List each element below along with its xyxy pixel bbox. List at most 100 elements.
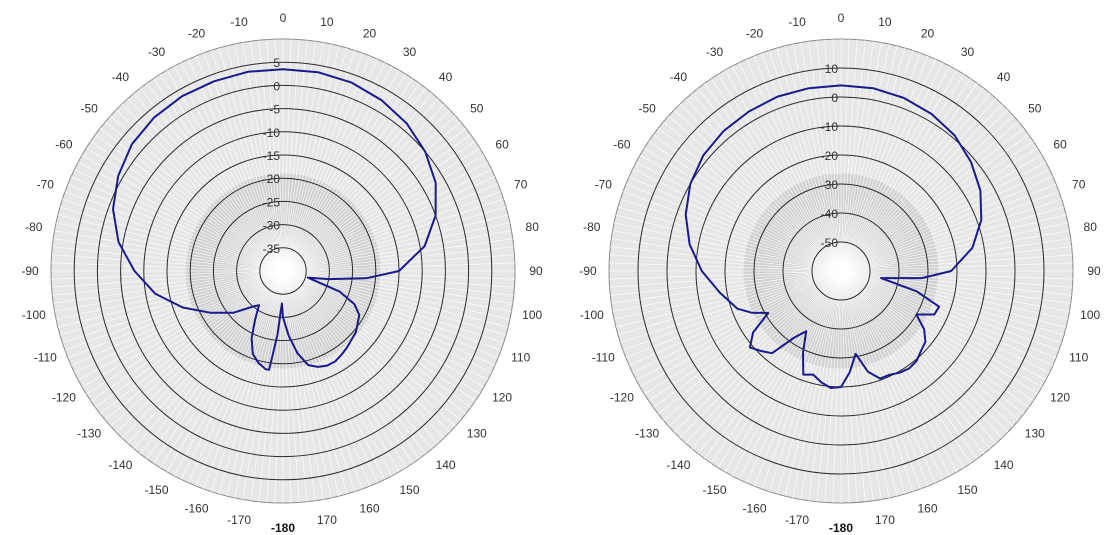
angle-tick-label: 140	[994, 458, 1014, 472]
angle-tick-label: -70	[595, 178, 613, 192]
angle-tick-label: 170	[875, 513, 895, 527]
angle-tick-label: -20	[746, 26, 764, 40]
angle-tick-label: -70	[37, 178, 55, 192]
angle-tick-label: 10	[320, 15, 334, 29]
radial-tick-label: -10	[821, 120, 839, 134]
pattern-curve-right	[684, 84, 983, 389]
ring-gridline	[811, 241, 871, 301]
ring-gridline	[782, 212, 900, 330]
ring-gridline	[189, 177, 377, 365]
angle-tick-label: 120	[1050, 391, 1070, 405]
angle-tick-label: -60	[55, 138, 73, 152]
angle-tick-label: -140	[666, 458, 690, 472]
angle-tick-label: -100	[22, 308, 46, 322]
angle-tick-label: 70	[1072, 178, 1086, 192]
angle-tick-label: -170	[785, 513, 809, 527]
ring-gridline	[143, 131, 423, 411]
ring-gridline	[637, 67, 1045, 475]
radial-tick-label: -20	[821, 149, 839, 163]
angle-tick-label: -150	[144, 483, 168, 497]
ring-gridline	[96, 84, 470, 458]
angle-tick-label: 60	[1053, 138, 1067, 152]
ring-gridline	[120, 108, 446, 434]
angle-tick-label: -130	[635, 427, 659, 441]
angle-tick-label: -170	[227, 513, 251, 527]
angle-tick-label: -110	[34, 351, 57, 365]
angle-tick-label: -150	[702, 483, 726, 497]
angle-tick-label: 100	[1080, 308, 1100, 322]
angle-tick-label: -30	[706, 45, 724, 59]
angle-tick-label: 30	[961, 45, 975, 59]
angle-tick-label: -90	[579, 264, 597, 278]
angle-tick-label: -80	[25, 220, 43, 234]
angle-tick-label: 90	[529, 264, 543, 278]
ring-gridline	[753, 183, 929, 359]
angle-tick-label: -110	[592, 351, 615, 365]
angle-tick-label: -120	[52, 391, 76, 405]
radial-tick-label: 0	[273, 79, 280, 93]
radial-tick-label: 10	[825, 62, 839, 76]
radial-tick-label: -15	[263, 149, 281, 163]
angle-tick-label: 110	[1069, 351, 1088, 365]
polar-chart-right: 100-10-20-30-40-500 102030405060708090100…	[579, 11, 1101, 535]
angle-tick-label: -10	[788, 15, 806, 29]
angle-tick-label: -160	[184, 502, 208, 516]
angle-tick-label: 160	[917, 502, 937, 516]
radial-tick-label: -40	[821, 207, 839, 221]
angle-tick-label: 50	[1028, 101, 1042, 115]
angle-tick-label: 40	[439, 70, 453, 84]
radial-tick-label: 0	[831, 91, 838, 105]
angle-tick-label: -140	[108, 458, 132, 472]
angle-tick-label: -50	[639, 101, 657, 115]
angle-tick-label: -50	[81, 101, 99, 115]
angle-tick-label: 170	[317, 513, 337, 527]
angle-tick-label: 80	[526, 220, 540, 234]
angle-tick-label: -30	[148, 45, 166, 59]
angle-tick-label: 40	[997, 70, 1011, 84]
angle-tick-label: 90	[1087, 264, 1101, 278]
angle-tick-label: -80	[583, 220, 601, 234]
angle-tick-label: -130	[77, 427, 101, 441]
angle-tick-label: 50	[470, 101, 484, 115]
angle-tick-label: 150	[399, 483, 419, 497]
radial-tick-label: -25	[263, 195, 281, 209]
angle-tick-label: 130	[1025, 427, 1045, 441]
angle-tick-label: -20	[188, 26, 206, 40]
angle-tick-label: 130	[467, 427, 487, 441]
angle-tick-label: 70	[514, 178, 528, 192]
angle-tick-label: -120	[610, 391, 634, 405]
ring-gridline	[73, 61, 493, 481]
angle-tick-label: 80	[1084, 220, 1098, 234]
radial-tick-label: -10	[263, 126, 281, 140]
angle-tick-label: 0	[280, 11, 287, 25]
angle-tick-label: -40	[670, 70, 688, 84]
angle-tick-label: -90	[21, 264, 39, 278]
radial-tick-label: -5	[269, 103, 280, 117]
angle-tick-label: 100	[522, 308, 542, 322]
ring-gridline	[259, 247, 307, 295]
angle-tick-label: 160	[359, 502, 379, 516]
ring-gridline	[212, 200, 354, 342]
angle-tick-label: -180	[829, 521, 853, 535]
angle-tick-label: 10	[878, 15, 892, 29]
radial-tick-label: -35	[263, 242, 281, 256]
angle-tick-label: 150	[957, 483, 977, 497]
radial-tick-label: -30	[263, 219, 281, 233]
angle-tick-label: -100	[580, 308, 604, 322]
radial-tick-label: -20	[263, 172, 281, 186]
pattern-curve-left	[112, 68, 437, 371]
radial-tick-label: 5	[273, 56, 280, 70]
angle-tick-label: -60	[613, 138, 631, 152]
radial-tick-label: -50	[821, 236, 839, 250]
angle-tick-label: 60	[495, 138, 509, 152]
angle-tick-label: 120	[492, 391, 512, 405]
angle-tick-label: -180	[271, 521, 295, 535]
angle-tick-label: 30	[403, 45, 417, 59]
angle-tick-label: -10	[230, 15, 248, 29]
angle-tick-label: 20	[363, 26, 377, 40]
angle-tick-label: 20	[921, 26, 935, 40]
angle-tick-label: -160	[742, 502, 766, 516]
polar-chart-left: 50-5-10-15-20-25-30-350 10203040506070809…	[21, 11, 543, 535]
angle-tick-label: 110	[511, 351, 530, 365]
